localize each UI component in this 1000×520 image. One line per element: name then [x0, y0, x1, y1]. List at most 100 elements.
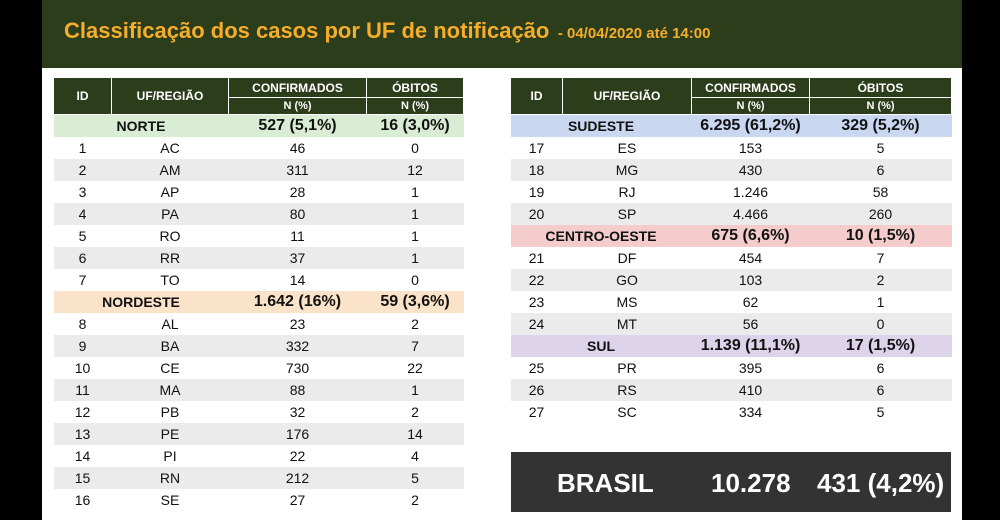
cell-id: 16	[74, 491, 91, 508]
col-subheader-confirmados: N (%)	[228, 97, 367, 115]
cell-uf: PR	[617, 359, 637, 376]
region-obitos: 17 (1,5%)	[845, 336, 916, 354]
cell-uf: SE	[160, 491, 180, 508]
table-row: 25 PR 395 6	[511, 357, 952, 379]
cell-uf: RO	[159, 227, 181, 244]
region-name: NORTE	[116, 117, 166, 134]
cell-obitos: 1	[366, 378, 464, 401]
cell-obitos: 260	[809, 202, 952, 225]
cell-uf: AL	[161, 315, 179, 332]
table-row: 11 MA 88 1	[53, 378, 464, 401]
cell-confirmados: 62	[742, 293, 759, 310]
cell-confirmados: 22	[289, 447, 306, 464]
cell-id: 20	[510, 202, 563, 225]
cell-id: 17	[528, 139, 545, 156]
cell-uf: AP	[160, 183, 180, 200]
cell-confirmados: 14	[289, 271, 306, 288]
col-header-id: ID	[510, 77, 563, 115]
col-subheader-confirmados: N (%)	[691, 97, 810, 115]
total-obitos: 431 (4,2%)	[817, 468, 945, 498]
cell-uf: PE	[111, 422, 229, 445]
cell-uf: MA	[111, 378, 229, 401]
slide: Classificação dos casos por UF de notifi…	[42, 0, 962, 520]
col-header-obitos: ÓBITOS	[809, 77, 952, 98]
cell-id: 10	[74, 359, 91, 376]
cell-id: 24	[510, 312, 563, 335]
region-row: SUDESTE 6.295 (61,2%) 329 (5,2%)	[510, 114, 952, 137]
region-confirmados: 527 (5,1%)	[258, 116, 337, 134]
cell-confirmados: 454	[738, 249, 763, 266]
region-obitos: 329 (5,2%)	[841, 116, 920, 134]
cell-confirmados: 153	[738, 139, 763, 156]
cell-confirmados: 334	[738, 403, 763, 420]
cell-confirmados: 32	[289, 403, 306, 420]
cell-obitos: 1	[876, 293, 885, 310]
region-obitos: 10 (1,5%)	[845, 226, 916, 244]
region-obitos: 59 (3,6%)	[380, 292, 450, 310]
cell-obitos: 6	[809, 378, 952, 401]
cell-uf: DF	[617, 249, 637, 266]
cell-obitos: 22	[407, 359, 423, 376]
table-row: 19 RJ 1.246 58	[511, 181, 952, 203]
cell-confirmados: 46	[289, 139, 306, 156]
table-row: 16 SE 27 2	[54, 489, 464, 511]
cell-uf: PB	[160, 403, 180, 420]
cell-confirmados: 176	[228, 422, 367, 445]
cell-confirmados: 395	[738, 359, 763, 376]
cell-obitos: 0	[809, 312, 952, 335]
table-row: 22 GO 103 2	[510, 268, 952, 291]
total-label: BRASIL	[557, 468, 654, 498]
cell-id: 1	[78, 139, 87, 156]
cell-uf: PI	[163, 447, 177, 464]
cell-id: 11	[53, 378, 112, 401]
cell-obitos: 5	[876, 139, 885, 156]
region-confirmados: 1.139 (11,1%)	[700, 336, 801, 354]
cell-confirmados: 11	[290, 227, 305, 244]
cell-id: 25	[528, 359, 545, 376]
table-row: 2 AM 311 12	[53, 158, 464, 181]
cell-uf: TO	[160, 271, 180, 288]
region-name: CENTRO-OESTE	[545, 227, 657, 244]
cell-obitos: 6	[876, 359, 885, 376]
cell-id: 15	[53, 466, 112, 489]
cell-obitos: 4	[411, 447, 419, 464]
cell-uf: AM	[111, 158, 229, 181]
cell-confirmados: 430	[691, 158, 810, 181]
cell-obitos: 5	[366, 466, 464, 489]
cell-uf: SC	[617, 403, 637, 420]
cell-id: 14	[74, 447, 91, 464]
cell-id: 23	[528, 293, 545, 310]
cell-obitos: 7	[876, 249, 885, 266]
cell-obitos: 7	[366, 334, 464, 357]
cell-uf: MS	[616, 293, 638, 310]
cell-uf: PA	[111, 202, 229, 225]
cell-uf: CE	[160, 359, 180, 376]
table-row: 27 SC 334 5	[511, 401, 952, 423]
cell-id: 4	[53, 202, 112, 225]
cell-uf: GO	[562, 268, 692, 291]
cell-obitos: 1	[411, 227, 419, 244]
cell-confirmados: 730	[285, 359, 310, 376]
cell-confirmados: 56	[691, 312, 810, 335]
region-obitos: 16 (3,0%)	[380, 116, 450, 134]
table-row: 5 RO 11 1	[54, 225, 464, 247]
table-row: 24 MT 56 0	[510, 312, 952, 335]
table-row: 6 RR 37 1	[53, 246, 464, 269]
cell-id: 8	[78, 315, 87, 332]
table-body-right: SUDESTE 6.295 (61,2%) 329 (5,2%) 17 ES 153 5 18…	[510, 114, 952, 423]
title-main: Classificação dos casos por UF de notifi…	[64, 18, 550, 43]
cell-confirmados: 88	[228, 378, 367, 401]
cell-obitos: 1	[366, 202, 464, 225]
cases-table-left: ID UF/REGIÃO CONFIRMADOS ÓBITOS N (%) N …	[53, 77, 464, 511]
col-header-obitos: ÓBITOS	[366, 77, 464, 98]
cell-uf: MT	[562, 312, 692, 335]
cell-id: 3	[78, 183, 87, 200]
cell-id: 19	[528, 183, 545, 200]
cell-uf: SP	[562, 202, 692, 225]
title-date: - 04/04/2020 até 14:00	[557, 25, 711, 42]
table-row: 9 BA 332 7	[53, 334, 464, 357]
page-title: Classificação dos casos por UF de notifi…	[64, 18, 710, 44]
cell-uf: RJ	[618, 183, 636, 200]
cell-obitos: 6	[809, 158, 952, 181]
table-row: 12 PB 32 2	[54, 401, 464, 423]
